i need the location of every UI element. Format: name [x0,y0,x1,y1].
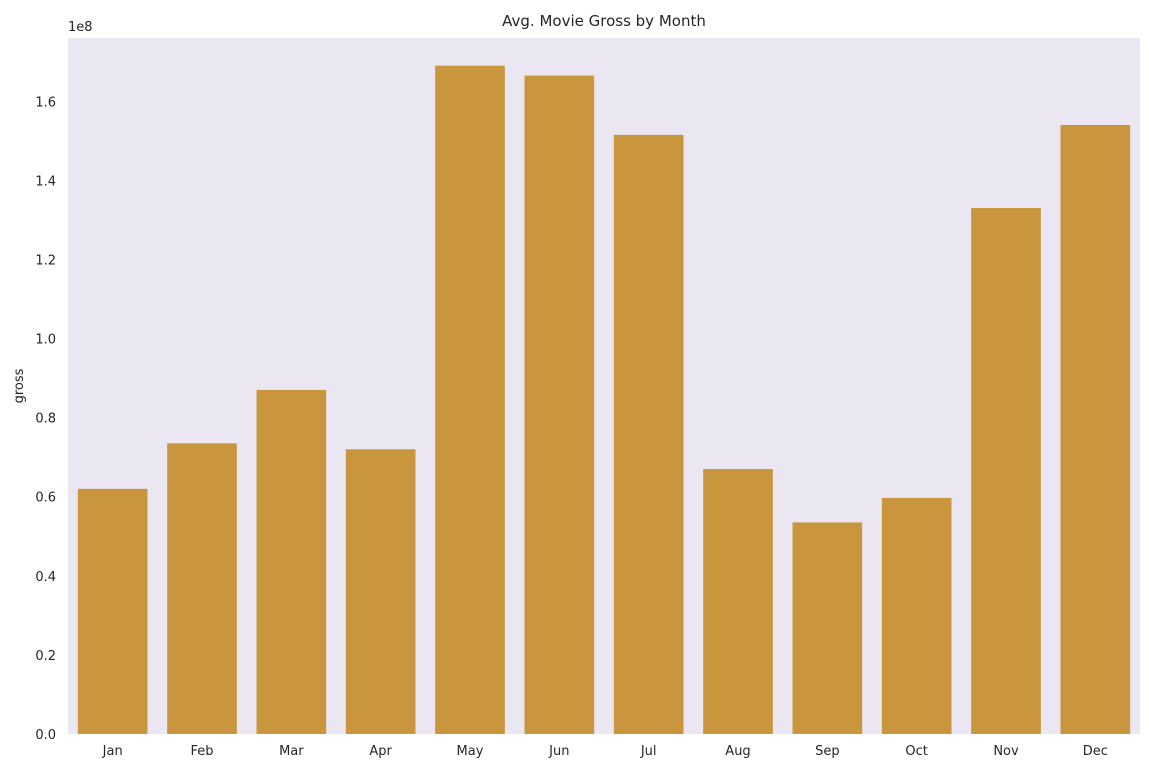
bar-aug [703,469,773,734]
y-tick-label: 1.0 [35,333,56,348]
y-tick-label: 1.4 [35,174,56,189]
bar-apr [345,449,416,734]
plot-area [68,38,1140,734]
y-tick-label: 0.0 [35,728,56,743]
x-tick-label: Nov [993,744,1019,759]
x-tick-label: Sep [815,744,840,759]
y-tick-label: 1.2 [35,253,56,268]
chart-title: Avg. Movie Gross by Month [502,12,706,30]
y-tick-label: 1.6 [35,95,56,110]
x-tick-label: Jul [640,744,657,759]
x-tick-label: Dec [1083,744,1108,759]
x-tick-label: Oct [905,744,927,759]
y-tick-label: 0.8 [35,412,56,427]
bar-jul [613,134,684,735]
x-tick-label: Apr [369,744,392,759]
y-axis-ticks: 0.0 0.2 0.4 0.6 0.8 1.0 1.2 1.4 1.6 [35,95,56,743]
x-axis-ticks: Jan Feb Mar Apr May Jun Jul Aug Sep Oct Nov Dec [102,744,1108,759]
x-tick-label: Jun [548,744,569,759]
bar-mar [256,389,327,734]
bar-jun [524,75,595,735]
x-tick-label: Jan [102,744,123,759]
x-tick-label: Feb [190,744,213,759]
bar-dec [1060,125,1131,734]
y-tick-label: 0.2 [35,649,56,664]
bar-nov [971,208,1041,734]
y-axis-label: gross [12,368,27,403]
x-tick-label: Aug [725,744,750,759]
bar-sep [792,522,863,734]
bar-feb [167,443,237,734]
bar-oct [881,497,952,734]
bar-may [435,65,505,734]
y-tick-label: 0.6 [35,491,56,506]
y-tick-label: 0.4 [35,570,56,585]
x-tick-label: May [457,744,484,759]
y-axis-offset-label: 1e8 [68,20,93,35]
bar-jan [77,488,148,734]
bar-group [77,65,1131,735]
x-tick-label: Mar [279,744,304,759]
